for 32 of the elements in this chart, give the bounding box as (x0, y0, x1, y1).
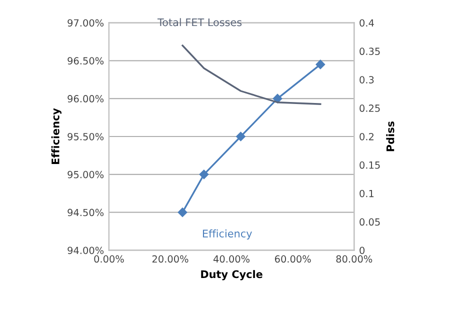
x-axis-title: Duty Cycle (201, 270, 262, 280)
text: Efficiency (202, 229, 252, 240)
point (316, 60, 326, 70)
y-tick-label: 94.50% (68, 208, 104, 216)
y-tick-label: 96.50% (68, 57, 104, 64)
y-tick-label: 96.00% (68, 95, 104, 102)
x-tick-label: 0.00% (94, 255, 124, 263)
x-tick-label: 80.00% (336, 255, 372, 263)
y2-tick-label: 0.2 (360, 132, 374, 140)
y-tick-label: 95.50% (68, 132, 104, 140)
y2-tick-label: 0 (360, 246, 365, 254)
y-tick-label: 97.00% (68, 19, 104, 27)
point (272, 94, 282, 104)
y2-tick-label: 0.4 (360, 19, 374, 27)
x-tick-label: 60.00% (274, 255, 311, 263)
x-tick-label: 20.00% (152, 255, 188, 263)
y-axis-title: Efficiency (51, 108, 62, 164)
point (178, 208, 188, 217)
point (236, 132, 246, 142)
line-series (182, 44, 322, 105)
y-tick-label: 95.00% (68, 170, 104, 178)
y-tick-label: 94.00% (68, 246, 104, 254)
y2-axis-title: Pdiss (386, 121, 394, 152)
y2-tick-label: 0.35 (360, 48, 380, 56)
y2-tick-label: 0.3 (360, 76, 374, 84)
x-tick-label: 40.00% (213, 255, 250, 263)
y2-tick-label: 0.05 (360, 218, 380, 226)
y2-tick-label: 0.1 (360, 190, 374, 198)
text: Total FET Losses (157, 18, 242, 26)
y2-tick-label: 0.25 (360, 104, 380, 112)
y2-tick-label: 0.15 (360, 161, 380, 169)
point (199, 170, 209, 180)
